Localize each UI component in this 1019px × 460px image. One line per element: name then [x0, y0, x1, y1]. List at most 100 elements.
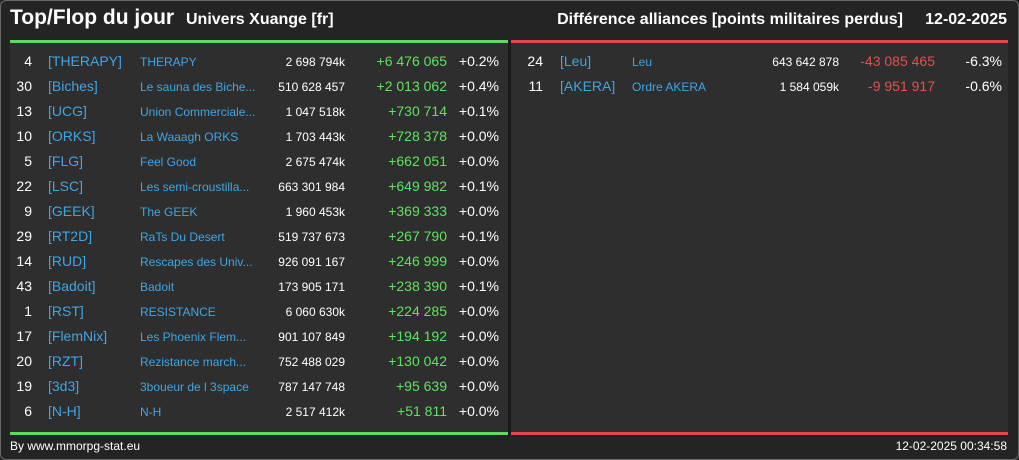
delta-cell: +224 285 [388, 303, 447, 319]
alliance-tag-link[interactable]: [Leu] [560, 53, 592, 69]
alliance-name-link[interactable]: Le sauna des Biche... [140, 80, 256, 94]
rank-cell: 24 [527, 53, 543, 69]
rank-cell: 43 [16, 278, 32, 294]
alliance-tag-link[interactable]: [LSC] [48, 178, 84, 194]
alliance-name-link[interactable]: Union Commerciale... [140, 105, 256, 119]
alliance-name-link[interactable]: La Waaagh ORKS [140, 130, 239, 144]
header-date: 12-02-2025 [925, 11, 1007, 28]
percent-cell: +0.0% [458, 328, 499, 344]
points-cell: 2 517 412k [285, 405, 345, 419]
points-cell: 2 675 474k [285, 155, 345, 169]
footer-timestamp: 12-02-2025 00:34:58 [895, 439, 1007, 453]
alliance-name-link[interactable]: Les Phoenix Flem... [140, 330, 247, 344]
alliance-tag-link[interactable]: [UCG] [48, 103, 87, 119]
alliance-name-link[interactable]: RaTs Du Desert [140, 230, 225, 244]
header: Top/Flop du jour Univers Xuange [fr] Dif… [10, 6, 1007, 36]
points-cell: 1 047 518k [285, 105, 345, 119]
delta-cell: +2 013 062 [376, 78, 447, 94]
alliance-tag-link[interactable]: [3d3] [48, 378, 80, 394]
alliance-name-link[interactable]: N-H [140, 405, 162, 419]
alliance-name-link[interactable]: THERAPY [140, 55, 197, 69]
points-cell: 787 147 748 [278, 380, 345, 394]
alliance-tag-link[interactable]: [FLG] [48, 153, 84, 169]
delta-cell: +728 378 [388, 128, 447, 144]
rank-cell: 13 [16, 103, 32, 119]
percent-cell: +0.0% [458, 353, 499, 369]
delta-cell: +662 051 [388, 153, 447, 169]
rank-cell: 4 [24, 53, 32, 69]
alliance-tag-link[interactable]: [THERAPY] [48, 53, 122, 69]
alliance-name-link[interactable]: Badoit [140, 280, 175, 294]
points-cell: 901 107 849 [278, 330, 345, 344]
points-cell: 926 091 167 [278, 255, 345, 269]
points-cell: 173 905 171 [278, 280, 345, 294]
percent-cell: -6.3% [965, 53, 1002, 69]
alliance-tag-link[interactable]: [RUD] [48, 253, 87, 269]
rank-cell: 29 [16, 228, 32, 244]
universe-label: Univers Xuange [fr] [186, 11, 334, 28]
percent-cell: +0.0% [458, 203, 499, 219]
alliance-row: 20 [RZT] Rezistance march... 752 488 029 +13… [10, 348, 508, 373]
percent-cell: -0.6% [965, 78, 1002, 94]
alliance-tag-link[interactable]: [Badoit] [48, 278, 96, 294]
alliance-row: 22 [LSC] Les semi-croustilla... 663 301 984… [10, 173, 508, 198]
alliance-tag-link[interactable]: [RZT] [48, 353, 83, 369]
rank-cell: 14 [16, 253, 32, 269]
alliance-tag-link[interactable]: [AKERA] [560, 78, 616, 94]
percent-cell: +0.1% [458, 103, 499, 119]
alliance-tag-link[interactable]: [Biches] [48, 78, 98, 94]
percent-cell: +0.1% [458, 278, 499, 294]
delta-cell: +95 639 [396, 378, 447, 394]
alliance-name-link[interactable]: The GEEK [140, 205, 198, 219]
top-panel: 4 [THERAPY] THERAPY 2 698 794k +6 476 065 +0.… [10, 40, 508, 435]
percent-cell: +0.0% [458, 403, 499, 419]
delta-cell: +267 790 [388, 228, 447, 244]
alliance-row: 13 [UCG] Union Commerciale... 1 047 518k +73… [10, 98, 508, 123]
panel-divider [508, 40, 511, 435]
alliance-name-link[interactable]: Leu [632, 55, 653, 69]
rank-cell: 22 [16, 178, 32, 194]
alliance-row: 10 [ORKS] La Waaagh ORKS 1 703 443k +728 378… [10, 123, 508, 148]
points-cell: 1 960 453k [285, 205, 345, 219]
rank-cell: 17 [16, 328, 32, 344]
delta-cell: +51 811 [397, 403, 447, 419]
alliance-name-link[interactable]: Ordre AKERA [632, 80, 707, 94]
percent-cell: +0.4% [458, 78, 499, 94]
alliance-tag-link[interactable]: [FlemNix] [48, 328, 108, 344]
percent-cell: +0.1% [458, 178, 499, 194]
delta-cell: +369 333 [388, 203, 447, 219]
alliance-name-link[interactable]: 3boueur de l 3space [140, 380, 249, 394]
alliance-name-link[interactable]: Feel Good [140, 155, 197, 169]
alliance-tag-link[interactable]: [GEEK] [48, 203, 95, 219]
alliance-name-link[interactable]: Rescapes des Univ... [140, 255, 253, 269]
alliance-tag-link[interactable]: [N-H] [48, 403, 81, 419]
alliance-row: 17 [FlemNix] Les Phoenix Flem... 901 107 84… [10, 323, 508, 348]
alliance-name-link[interactable]: Les semi-croustilla... [140, 180, 250, 194]
alliance-row: 43 [Badoit] Badoit 173 905 171 +238 390 +0.1% [10, 273, 508, 298]
alliance-tag-link[interactable]: [ORKS] [48, 128, 96, 144]
points-cell: 6 060 630k [285, 305, 345, 319]
rank-cell: 1 [24, 303, 32, 319]
rank-cell: 19 [16, 378, 32, 394]
points-cell: 752 488 029 [278, 355, 345, 369]
alliance-tag-link[interactable]: [RST] [48, 303, 84, 319]
points-cell: 1 584 059k [779, 80, 839, 94]
rank-cell: 30 [16, 78, 32, 94]
rank-cell: 9 [24, 203, 32, 219]
percent-cell: +0.1% [458, 228, 499, 244]
percent-cell: +0.0% [458, 253, 499, 269]
delta-cell: -9 951 917 [868, 78, 935, 94]
delta-cell: +130 042 [388, 353, 447, 369]
percent-cell: +0.0% [458, 153, 499, 169]
alliance-row: 5 [FLG] Feel Good 2 675 474k +662 051 +0.0% [10, 148, 508, 173]
alliance-tag-link[interactable]: [RT2D] [48, 228, 93, 244]
alliance-row: 14 [RUD] Rescapes des Univ... 926 091 167 +2… [10, 248, 508, 273]
alliance-name-link[interactable]: Rezistance march... [140, 355, 247, 369]
delta-cell: +649 982 [388, 178, 447, 194]
percent-cell: +0.0% [458, 128, 499, 144]
points-cell: 519 737 673 [278, 230, 345, 244]
alliance-row: 1 [RST] RESISTANCE 6 060 630k +224 285 +0.0% [10, 298, 508, 323]
alliance-name-link[interactable]: RESISTANCE [140, 305, 216, 319]
page-title: Top/Flop du jour [10, 6, 175, 29]
rank-cell: 5 [24, 153, 32, 169]
